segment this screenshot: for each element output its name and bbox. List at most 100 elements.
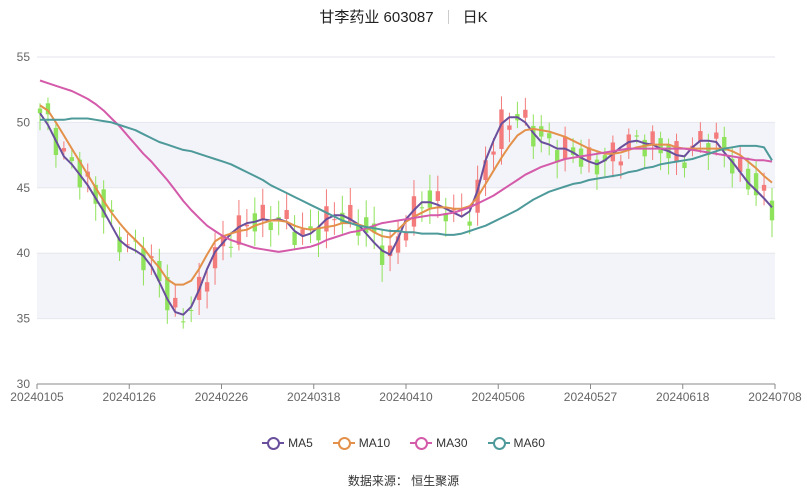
- candle-body: [157, 260, 162, 282]
- candle-body: [284, 210, 289, 219]
- y-tick-label: 35: [17, 312, 31, 326]
- legend-label: MA5: [288, 436, 313, 450]
- period-label: 日K: [462, 9, 488, 26]
- series-line-ma30: [39, 79, 773, 253]
- x-tick-label: 20240527: [564, 390, 618, 404]
- series-line-ma60: [40, 117, 773, 236]
- candle-body: [467, 221, 472, 226]
- candle-body: [507, 125, 512, 130]
- x-tick-label: 20240410: [379, 390, 433, 404]
- candle-body: [586, 147, 592, 161]
- candle-body: [499, 109, 504, 149]
- candle-body: [45, 103, 51, 115]
- candle-body: [125, 244, 130, 246]
- legend-swatch: [487, 437, 510, 450]
- legend-swatch: [262, 437, 285, 450]
- candle-body: [244, 224, 250, 227]
- y-tick-label: 50: [17, 115, 31, 129]
- candle-body: [483, 160, 488, 180]
- candle-body: [443, 213, 448, 222]
- candle-body: [93, 184, 98, 204]
- candle-body: [769, 200, 775, 221]
- candle-body: [554, 150, 560, 163]
- candle-body: [403, 231, 409, 241]
- candle-body: [188, 310, 194, 312]
- series-line-ma10: [39, 104, 773, 286]
- legend-swatch: [410, 437, 433, 450]
- candle-body: [618, 161, 624, 166]
- x-tick-label: 20240105: [10, 390, 64, 404]
- candle-body: [292, 231, 297, 245]
- candle-body: [745, 168, 751, 190]
- legend-item-ma60[interactable]: MA60: [487, 436, 545, 450]
- candle-body: [387, 245, 393, 257]
- legend-label: MA30: [436, 436, 468, 450]
- candle-body: [37, 108, 43, 114]
- candle-body: [427, 190, 433, 208]
- legend-label: MA10: [358, 436, 391, 450]
- chart-title: 甘李药业 603087 日K: [0, 6, 807, 27]
- candle-body: [761, 184, 767, 191]
- y-tick-label: 40: [17, 246, 31, 260]
- candle-body: [658, 138, 663, 154]
- candle-body: [634, 135, 639, 137]
- candle-body: [698, 131, 703, 142]
- legend-item-ma30[interactable]: MA30: [410, 436, 468, 450]
- candle-body: [570, 147, 576, 155]
- candle-body: [547, 133, 552, 139]
- y-tick-label: 55: [17, 50, 31, 64]
- candle-body: [316, 227, 321, 241]
- candle-body: [364, 217, 369, 233]
- candle-body: [435, 191, 441, 201]
- candle-body: [753, 173, 759, 196]
- candle-body: [165, 276, 170, 311]
- candle-body: [451, 209, 456, 211]
- candle-body: [562, 136, 568, 159]
- candle-body: [340, 212, 345, 223]
- legend-item-ma10[interactable]: MA10: [332, 436, 391, 450]
- stock-name: 甘李药业 603087: [319, 9, 434, 26]
- x-tick-label: 20240318: [287, 390, 341, 404]
- candle-body: [61, 148, 67, 152]
- candle-body: [260, 204, 265, 221]
- x-tick-label: 20240226: [195, 390, 249, 404]
- legend-swatch: [332, 437, 355, 450]
- candle-body: [300, 229, 305, 235]
- candle-body: [594, 159, 600, 175]
- candle-body: [602, 155, 608, 162]
- grid-band: [37, 122, 775, 188]
- candle-body: [722, 136, 727, 151]
- candle-body: [101, 189, 106, 218]
- candle-body: [109, 209, 114, 212]
- y-tick-label: 30: [17, 377, 31, 391]
- legend-item-ma5[interactable]: MA5: [262, 436, 313, 450]
- candle-body: [220, 235, 226, 247]
- candle-body: [491, 151, 496, 155]
- x-tick-label: 20240708: [748, 390, 802, 404]
- legend: MA5 MA10 MA30 MA60: [0, 436, 807, 450]
- candle-body: [173, 297, 178, 308]
- candle-body: [308, 226, 313, 229]
- candle-body: [539, 126, 544, 137]
- candle-body: [531, 125, 536, 147]
- candle-body: [730, 158, 735, 174]
- candle-body: [650, 131, 655, 145]
- candle-body: [348, 204, 353, 222]
- candle-body: [268, 222, 273, 231]
- candle-body: [674, 141, 679, 162]
- candle-body: [737, 158, 743, 172]
- y-tick-label: 45: [17, 181, 31, 195]
- candle-body: [714, 132, 719, 139]
- candle-body: [69, 157, 75, 162]
- x-tick-label: 20240618: [656, 390, 710, 404]
- candle-body: [379, 245, 385, 265]
- candle-body: [419, 207, 425, 209]
- candle-body: [332, 219, 337, 221]
- title-separator: [447, 10, 449, 24]
- candle-body: [204, 282, 210, 292]
- legend-label: MA60: [513, 436, 545, 450]
- x-tick-label: 20240126: [103, 390, 157, 404]
- candle-body: [212, 247, 218, 269]
- candle-body: [523, 109, 528, 118]
